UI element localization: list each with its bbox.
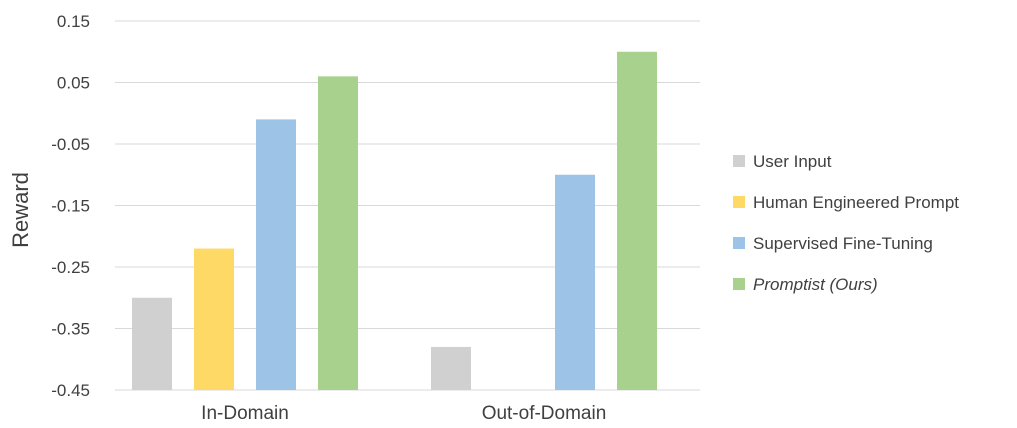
bar-0-2: [256, 119, 296, 391]
y-axis-ticks: 0.15 0.05 -0.05 -0.15 -0.25 -0.35 -0.45: [51, 12, 90, 400]
bars: [132, 51, 657, 391]
bar-1-2: [555, 174, 595, 390]
legend-label: User Input: [753, 152, 832, 171]
legend-label: Promptist (Ours): [753, 275, 878, 294]
y-axis-label: Reward: [8, 172, 33, 248]
y-tick-label: -0.35: [51, 320, 90, 339]
y-tick-label: 0.05: [57, 74, 90, 93]
bar-0-3: [318, 76, 358, 390]
y-tick-label: -0.15: [51, 197, 90, 216]
x-axis-categories: In-Domain Out-of-Domain: [201, 403, 606, 424]
bar-1-0: [431, 346, 471, 390]
x-category-label: Out-of-Domain: [482, 403, 607, 424]
y-tick-label: 0.15: [57, 12, 90, 31]
y-tick-label: -0.45: [51, 381, 90, 400]
x-category-label: In-Domain: [201, 403, 289, 424]
y-tick-label: -0.25: [51, 258, 90, 277]
bar-1-3: [617, 51, 657, 390]
y-tick-label: -0.05: [51, 135, 90, 154]
bar-0-1: [194, 248, 234, 390]
legend-swatch: [733, 278, 745, 290]
legend-swatch: [733, 155, 745, 167]
bar-0-0: [132, 297, 172, 390]
legend-swatch: [733, 237, 745, 249]
legend-label: Human Engineered Prompt: [753, 193, 959, 212]
legend: User Input Human Engineered Prompt Supervi…: [733, 152, 959, 294]
legend-label: Supervised Fine-Tuning: [753, 234, 933, 253]
legend-swatch: [733, 196, 745, 208]
